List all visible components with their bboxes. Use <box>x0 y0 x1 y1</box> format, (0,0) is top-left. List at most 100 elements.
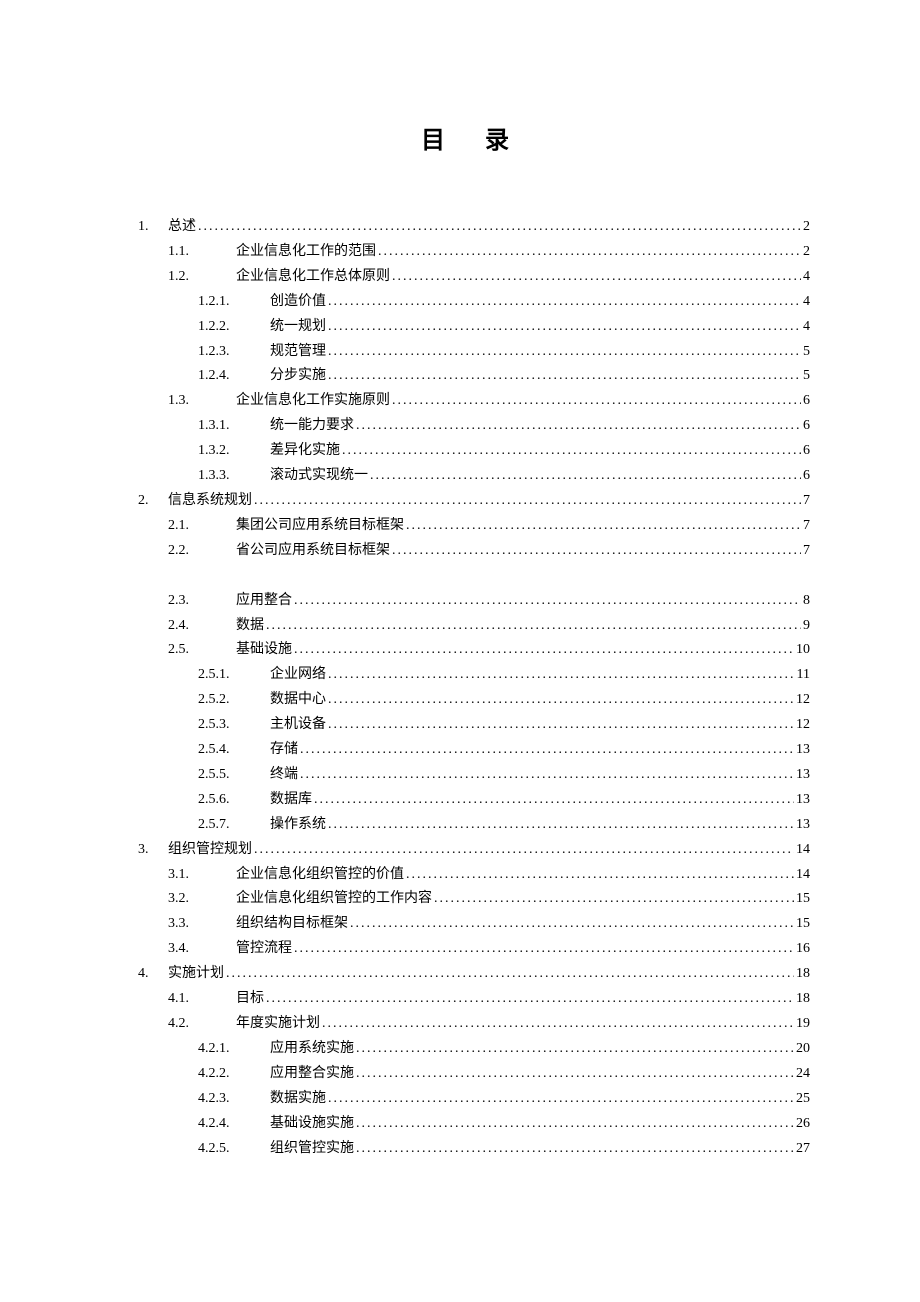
toc-entry-label: 企业网络 <box>270 663 326 688</box>
toc-entry: 4.1.目标..................................… <box>120 987 810 1012</box>
toc-entry-number: 1.2.1. <box>198 290 270 315</box>
toc-entry-number: 1. <box>138 215 168 240</box>
toc-leader-dots: ........................................… <box>300 763 794 788</box>
toc-entry: 2.2.省公司应用系统目标框架.........................… <box>120 539 810 564</box>
toc-entry: 1.3.企业信息化工作实施原则.........................… <box>120 389 810 414</box>
toc-entry: 1.2.3.规范管理..............................… <box>120 340 810 365</box>
toc-entry-number: 2.3. <box>168 589 236 614</box>
toc-entry-label: 企业信息化组织管控的价值 <box>236 863 404 888</box>
toc-entry-number: 2.1. <box>168 514 236 539</box>
table-of-contents: 1.总述....................................… <box>120 215 810 1161</box>
toc-entry-label: 管控流程 <box>236 937 292 962</box>
toc-entry-page: 18 <box>796 987 810 1012</box>
toc-entry-number: 3.2. <box>168 887 236 912</box>
toc-gap <box>120 564 810 589</box>
toc-leader-dots: ........................................… <box>406 514 801 539</box>
toc-leader-dots: ........................................… <box>328 364 801 389</box>
toc-entry-page: 15 <box>796 912 810 937</box>
toc-entry-label: 分步实施 <box>270 364 326 389</box>
toc-entry-page: 2 <box>803 240 810 265</box>
toc-entry: 2.1.集团公司应用系统目标框架........................… <box>120 514 810 539</box>
toc-entry-page: 6 <box>803 464 810 489</box>
toc-entry-label: 统一能力要求 <box>270 414 354 439</box>
toc-entry: 4.2.4.基础设施实施............................… <box>120 1112 810 1137</box>
toc-leader-dots: ........................................… <box>356 414 801 439</box>
toc-leader-dots: ........................................… <box>342 439 801 464</box>
toc-entry-number: 2.5.4. <box>198 738 270 763</box>
toc-entry-label: 组织结构目标框架 <box>236 912 348 937</box>
toc-entry-number: 2.5.6. <box>198 788 270 813</box>
toc-entry-number: 2.5.3. <box>198 713 270 738</box>
toc-leader-dots: ........................................… <box>328 340 801 365</box>
toc-leader-dots: ........................................… <box>294 638 794 663</box>
toc-leader-dots: ........................................… <box>266 614 801 639</box>
toc-leader-dots: ........................................… <box>370 464 801 489</box>
toc-entry-number: 4.2.1. <box>198 1037 270 1062</box>
toc-entry-page: 6 <box>803 389 810 414</box>
toc-entry-number: 1.3. <box>168 389 236 414</box>
toc-entry-label: 组织管控实施 <box>270 1137 354 1162</box>
toc-leader-dots: ........................................… <box>406 863 794 888</box>
toc-entry-page: 26 <box>796 1112 810 1137</box>
toc-entry-page: 13 <box>796 788 810 813</box>
toc-leader-dots: ........................................… <box>328 713 794 738</box>
toc-entry-page: 2 <box>803 215 810 240</box>
toc-entry-page: 16 <box>796 937 810 962</box>
toc-entry-label: 应用整合实施 <box>270 1062 354 1087</box>
toc-entry: 2.5.2.数据中心..............................… <box>120 688 810 713</box>
toc-entry-number: 1.2.2. <box>198 315 270 340</box>
toc-entry-page: 13 <box>796 738 810 763</box>
toc-entry-page: 15 <box>796 887 810 912</box>
toc-entry-number: 4.1. <box>168 987 236 1012</box>
toc-entry: 4.实施计划..................................… <box>120 962 810 987</box>
toc-entry: 2.5.1.企业网络..............................… <box>120 663 810 688</box>
toc-entry-label: 滚动式实现统一 <box>270 464 368 489</box>
toc-entry-number: 3.4. <box>168 937 236 962</box>
toc-entry-number: 1.3.1. <box>198 414 270 439</box>
toc-entry-label: 组织管控规划 <box>168 838 252 863</box>
toc-entry-page: 4 <box>803 290 810 315</box>
toc-entry: 3.1.企业信息化组织管控的价值........................… <box>120 863 810 888</box>
toc-entry-number: 2.5.2. <box>198 688 270 713</box>
toc-leader-dots: ........................................… <box>356 1137 794 1162</box>
toc-entry-label: 目标 <box>236 987 264 1012</box>
toc-entry: 1.2.4.分步实施..............................… <box>120 364 810 389</box>
toc-leader-dots: ........................................… <box>328 813 794 838</box>
toc-leader-dots: ........................................… <box>350 912 794 937</box>
toc-entry-number: 4.2.4. <box>198 1112 270 1137</box>
toc-entry-number: 1.3.3. <box>198 464 270 489</box>
toc-entry-label: 主机设备 <box>270 713 326 738</box>
toc-leader-dots: ........................................… <box>328 688 794 713</box>
toc-entry: 1.2.1.创造价值..............................… <box>120 290 810 315</box>
toc-entry: 2.5.基础设施................................… <box>120 638 810 663</box>
toc-entry-number: 3.3. <box>168 912 236 937</box>
toc-entry-label: 省公司应用系统目标框架 <box>236 539 390 564</box>
toc-entry-label: 数据实施 <box>270 1087 326 1112</box>
toc-entry-number: 2.5.7. <box>198 813 270 838</box>
toc-entry-page: 7 <box>803 489 810 514</box>
toc-entry-page: 5 <box>803 364 810 389</box>
toc-leader-dots: ........................................… <box>266 987 794 1012</box>
toc-entry-number: 2.4. <box>168 614 236 639</box>
toc-entry-page: 27 <box>796 1137 810 1162</box>
toc-leader-dots: ........................................… <box>328 315 801 340</box>
toc-entry: 1.2.企业信息化工作总体原则.........................… <box>120 265 810 290</box>
toc-entry: 2.5.7.操作系统..............................… <box>120 813 810 838</box>
toc-entry-number: 4.2.2. <box>198 1062 270 1087</box>
toc-leader-dots: ........................................… <box>300 738 794 763</box>
toc-leader-dots: ........................................… <box>434 887 794 912</box>
toc-entry-page: 13 <box>796 763 810 788</box>
toc-leader-dots: ........................................… <box>356 1112 794 1137</box>
toc-entry-label: 数据中心 <box>270 688 326 713</box>
toc-entry-page: 8 <box>803 589 810 614</box>
toc-entry-number: 1.3.2. <box>198 439 270 464</box>
toc-leader-dots: ........................................… <box>294 937 794 962</box>
toc-entry-label: 企业信息化工作的范围 <box>236 240 376 265</box>
toc-entry-label: 基础设施 <box>236 638 292 663</box>
toc-entry: 1.1.企业信息化工作的范围..........................… <box>120 240 810 265</box>
toc-entry-page: 6 <box>803 414 810 439</box>
toc-entry-number: 4.2.5. <box>198 1137 270 1162</box>
toc-entry-page: 4 <box>803 265 810 290</box>
toc-entry-page: 14 <box>796 863 810 888</box>
toc-leader-dots: ........................................… <box>392 539 801 564</box>
